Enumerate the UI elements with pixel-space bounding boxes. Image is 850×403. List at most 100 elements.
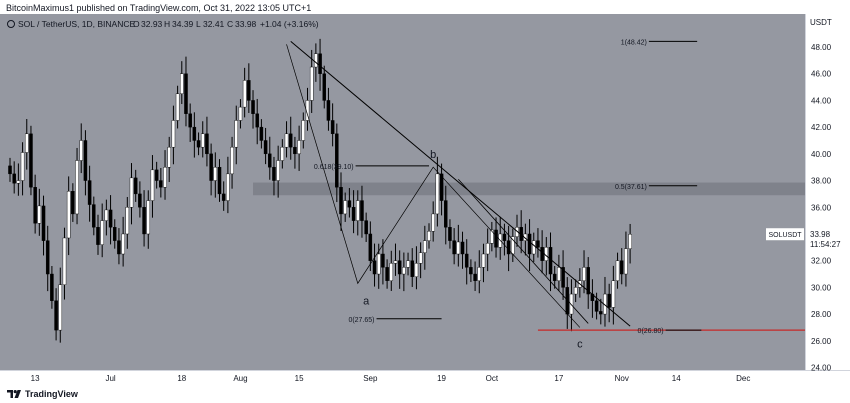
candle-body [242, 80, 247, 108]
candle-body [427, 231, 431, 241]
x-tick-label: Aug [233, 374, 247, 383]
symbol-badge: SOLUSDT [768, 232, 802, 239]
candle-body [96, 227, 100, 245]
candle-body [389, 263, 394, 281]
candle-body [184, 73, 188, 114]
y-tick-label: 44.00 [811, 96, 832, 105]
wave-label: c [577, 338, 583, 350]
candle-body [573, 287, 578, 295]
candle-body [259, 126, 264, 141]
candle-body [25, 133, 29, 153]
candle-body [180, 73, 184, 94]
x-tick-label: 17 [554, 374, 563, 383]
x-tick-label: 19 [437, 374, 446, 383]
candle-body [456, 241, 461, 255]
candle-body [234, 120, 239, 148]
candle-body [154, 169, 159, 181]
candle-body [364, 220, 368, 235]
candle-body [100, 220, 104, 245]
footer-brand-text: TradingView [25, 389, 78, 399]
candle-body [37, 205, 42, 224]
candle-body [293, 146, 297, 155]
candle-body [297, 140, 301, 155]
candle-body [33, 187, 37, 224]
candle-body [125, 207, 130, 235]
candle-body [83, 140, 88, 181]
candle-body [66, 191, 71, 239]
candle-body [406, 260, 410, 268]
candle-body [50, 273, 54, 301]
candle-body [435, 173, 440, 215]
candle-body [376, 253, 381, 275]
candle-body [494, 229, 498, 248]
candle-body [615, 260, 620, 281]
header-symbol: SOL / TetherUS, 1D, BINANCE [18, 19, 135, 29]
chart-header: SOL / TetherUS, 1D, BINANCE O 32.93 H 34… [7, 19, 319, 29]
candle-body [133, 177, 138, 195]
price-axis[interactable] [805, 14, 850, 370]
candle-body [318, 53, 322, 74]
candle-body [477, 267, 482, 281]
price-chart[interactable]: 1(48.42) 0.5(37.61) 0.618(39.10) 0(27.65) 0(… [0, 14, 850, 386]
time-axis[interactable] [0, 370, 850, 386]
y-tick-label: 32.00 [811, 257, 832, 266]
symbol-badge-bg [766, 228, 804, 241]
candle-body [200, 133, 205, 148]
candle-body [301, 120, 306, 141]
x-tick-label: Sep [363, 374, 378, 383]
candle-body [209, 153, 213, 181]
candle-body [54, 300, 58, 331]
candle-body [586, 267, 590, 295]
y-tick-label: 42.00 [811, 123, 832, 132]
candle-body [217, 166, 222, 195]
publisher-caption: BitcoinMaximus1 published on TradingView… [6, 3, 312, 13]
fib-level-label: 1(48.42) [621, 39, 647, 46]
descending-resistance-line [290, 41, 631, 327]
candle-body [230, 146, 234, 175]
candle-body [397, 260, 402, 275]
y-tick-label: 28.00 [811, 310, 832, 319]
candle-body [71, 191, 75, 215]
x-tick-label: Oct [486, 374, 499, 383]
candle-body [452, 240, 456, 255]
candle-body [41, 205, 46, 241]
candle-body [532, 240, 536, 255]
candle-body [75, 160, 79, 215]
candle-body [335, 133, 339, 188]
fib-level-label: 0(27.65) [348, 317, 374, 324]
candle-body [444, 200, 448, 228]
candle-body [276, 160, 280, 181]
candle-body [226, 173, 230, 201]
candle-body [87, 180, 92, 205]
price-badge-value: 33.98 [810, 230, 831, 239]
candle-body [150, 169, 155, 201]
candle-body [196, 140, 201, 148]
candle-body [544, 247, 549, 261]
header-high-value: 34.39 [172, 19, 194, 29]
header-open-value: 32.93 [141, 19, 163, 29]
symbol-logo-icon [7, 20, 15, 28]
candle-body [330, 120, 335, 135]
header-low-label: L [196, 19, 201, 29]
tradingview-logo-icon [7, 390, 21, 398]
candle-body [599, 311, 603, 315]
candle-body [485, 243, 490, 255]
candle-body [138, 193, 142, 208]
candle-body [29, 133, 33, 188]
candle-body [112, 227, 117, 241]
candle-body [62, 237, 67, 285]
header-high-label: H [164, 19, 170, 29]
candle-body [322, 73, 327, 101]
x-tick-label: 15 [295, 374, 304, 383]
candle-body [423, 240, 427, 253]
candle-body [431, 213, 435, 232]
candle-body [464, 253, 469, 268]
x-tick-label: Nov [615, 374, 629, 383]
candle-body [347, 200, 352, 208]
candle-body [192, 126, 197, 141]
candle-body [418, 252, 423, 264]
candle-body [146, 200, 151, 235]
candle-body [309, 66, 314, 101]
footer-brand[interactable]: TradingView [7, 388, 78, 400]
chart-frame[interactable]: 1(48.42) 0.5(37.61) 0.618(39.10) 0(27.65) 0(… [0, 14, 850, 386]
